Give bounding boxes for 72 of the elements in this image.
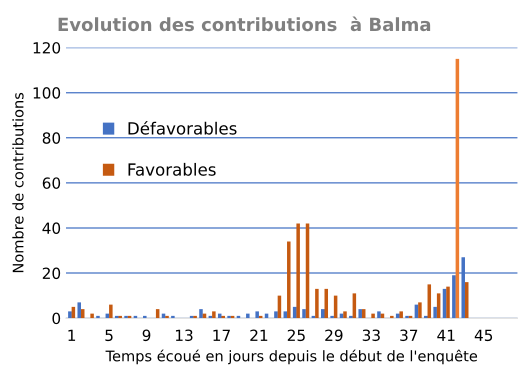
x-tick-label: 25 xyxy=(288,330,305,342)
x-tick-label: 1 xyxy=(68,330,76,341)
legend-label: Défavorables xyxy=(128,121,237,135)
bar xyxy=(428,284,432,318)
x-tick-label: 29 xyxy=(325,330,343,342)
bar xyxy=(68,311,72,318)
bar xyxy=(377,311,381,318)
bar xyxy=(433,306,437,318)
bar xyxy=(292,306,296,318)
y-tick-label: 60 xyxy=(42,177,60,189)
bar xyxy=(106,314,110,318)
y-axis-title: Nombre de contributions xyxy=(12,92,24,272)
bar xyxy=(442,288,446,318)
bar xyxy=(396,314,400,318)
bar xyxy=(436,293,440,318)
bar xyxy=(324,288,328,318)
bar xyxy=(264,314,268,318)
y-tick-label: 80 xyxy=(42,132,60,144)
bar xyxy=(212,311,216,318)
bar xyxy=(199,309,203,318)
x-tick-label: 17 xyxy=(213,330,230,341)
x-tick-label: 45 xyxy=(474,330,492,342)
bar xyxy=(156,309,160,318)
bar xyxy=(202,314,206,318)
bar xyxy=(340,314,344,318)
bar xyxy=(274,311,278,318)
chart-title: Evolution des contributions à Balma xyxy=(58,16,430,32)
bar xyxy=(446,286,450,318)
bar xyxy=(334,296,338,318)
y-tick-label: 120 xyxy=(34,42,60,54)
bar xyxy=(371,314,375,318)
bar xyxy=(162,314,166,318)
x-tick-label: 13 xyxy=(176,330,193,342)
bar xyxy=(80,309,84,318)
y-tick-label: 0 xyxy=(52,312,60,324)
bar xyxy=(246,314,250,318)
bar xyxy=(255,311,259,318)
bar xyxy=(380,314,384,318)
bar xyxy=(218,314,222,318)
bar xyxy=(284,311,288,318)
bar xyxy=(77,302,81,318)
bar xyxy=(362,309,366,318)
y-tick-label: 40 xyxy=(42,222,60,234)
legend-label: Favorables xyxy=(128,162,216,176)
bar xyxy=(418,302,422,318)
bar xyxy=(452,275,456,318)
x-tick-label: 41 xyxy=(437,330,455,341)
x-tick-label: 21 xyxy=(250,330,268,341)
bar xyxy=(456,58,460,318)
bar xyxy=(109,304,113,318)
y-tick-label: 20 xyxy=(42,268,60,280)
x-axis-title: Temps écoué en jours depuis le début de l'enquête xyxy=(106,350,478,364)
x-tick-label: 37 xyxy=(400,330,418,342)
bar xyxy=(320,309,324,318)
x-tick-label: 9 xyxy=(142,330,150,342)
bar xyxy=(464,282,469,318)
bar xyxy=(278,296,282,318)
bar xyxy=(343,311,347,318)
bar xyxy=(72,306,76,318)
bar xyxy=(296,223,300,318)
bar xyxy=(287,241,291,318)
bar xyxy=(358,309,362,318)
y-tick-label: 100 xyxy=(34,87,60,99)
bar xyxy=(90,314,94,318)
bar xyxy=(399,311,403,318)
bar xyxy=(352,293,356,318)
x-tick-label: 33 xyxy=(362,330,380,342)
bar xyxy=(306,223,310,318)
bar xyxy=(302,309,306,318)
x-tick-label: 5 xyxy=(105,330,113,342)
bar xyxy=(414,304,418,318)
bar xyxy=(315,288,319,318)
